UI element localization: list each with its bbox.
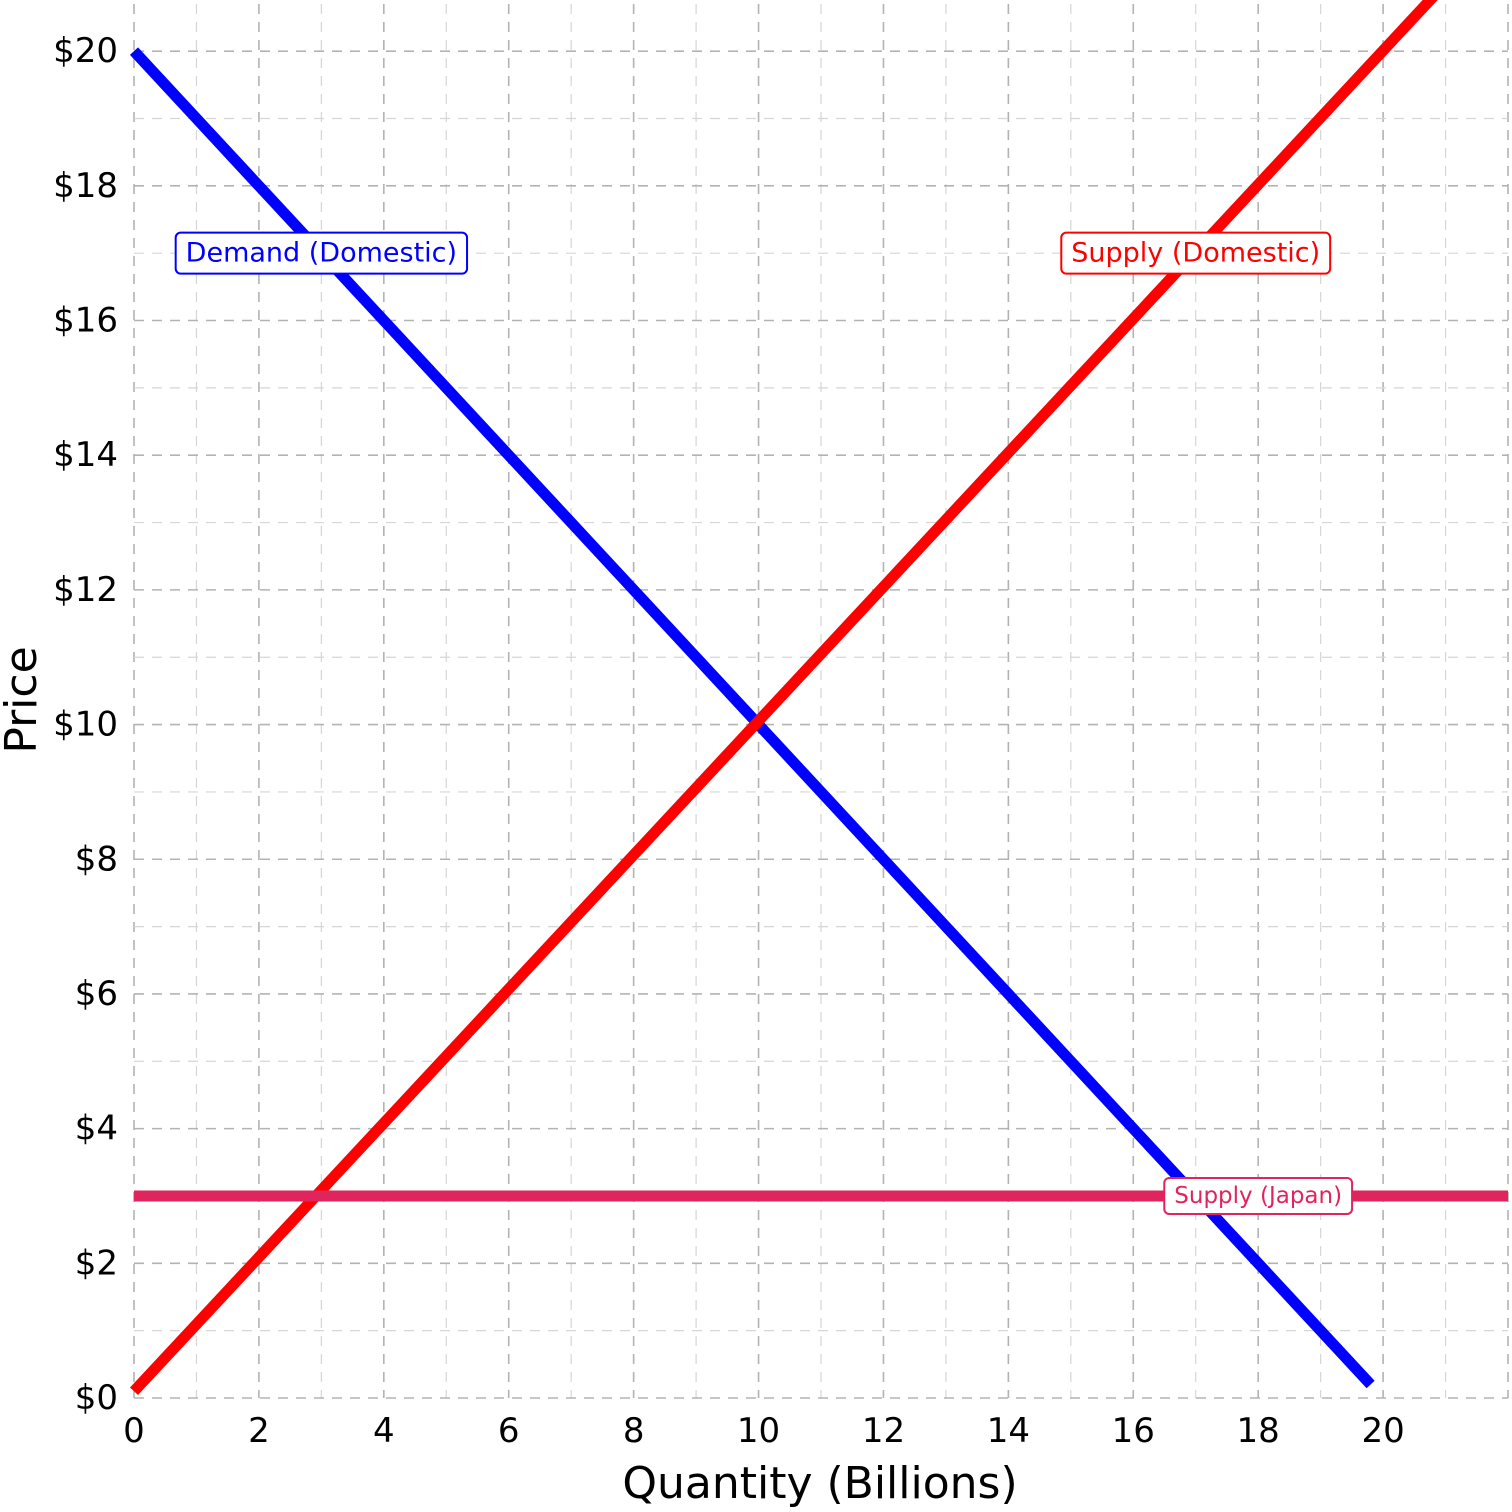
y-tick-label: $16 <box>53 301 118 341</box>
series-label-0: Demand (Domestic) <box>174 231 469 275</box>
series-label-1: Supply (Domestic) <box>1060 231 1332 275</box>
x-axis-title: Quantity (Billions) <box>622 1458 1017 1509</box>
series-label-box <box>1060 231 1332 275</box>
y-tick-label: $4 <box>75 1109 118 1149</box>
series-label-2: Supply (Japan) <box>1163 1176 1354 1215</box>
y-tick-label: $14 <box>53 435 118 475</box>
y-tick-label: $6 <box>75 974 118 1014</box>
y-tick-label: $0 <box>75 1378 118 1418</box>
y-axis-ticks: $0 $2 $4 $6 $8 $10 $12 $14 $16 $18 $20 <box>53 31 118 1418</box>
series-label-box <box>1163 1176 1354 1215</box>
x-tick-label: 2 <box>248 1411 270 1451</box>
series-label-box <box>174 231 469 275</box>
y-axis-title: Price <box>0 646 47 753</box>
x-tick-label: 0 <box>123 1411 145 1451</box>
x-tick-label: 16 <box>1112 1411 1155 1451</box>
series-line-1 <box>129 0 1438 1396</box>
x-tick-label: 4 <box>373 1411 395 1451</box>
x-tick-label: 10 <box>737 1411 780 1451</box>
series-label-text: Supply (Japan) <box>1174 1183 1342 1209</box>
x-tick-label: 18 <box>1237 1411 1280 1451</box>
series-label-text: Supply (Domestic) <box>1071 238 1320 269</box>
y-tick-label: $20 <box>53 31 118 71</box>
series-label-text: Demand (Domestic) <box>186 238 457 269</box>
x-tick-label: 12 <box>862 1411 905 1451</box>
grid <box>133 4 1509 1399</box>
x-tick-label: 6 <box>498 1411 520 1451</box>
y-tick-label: $2 <box>75 1243 118 1283</box>
x-tick-label: 14 <box>987 1411 1030 1451</box>
y-tick-label: $12 <box>53 570 118 610</box>
x-tick-label: 20 <box>1361 1411 1404 1451</box>
y-tick-label: $8 <box>75 839 118 879</box>
x-tick-label: 8 <box>623 1411 645 1451</box>
y-tick-label: $10 <box>53 705 118 745</box>
y-tick-label: $18 <box>53 166 118 206</box>
series-labels: Demand (Domestic) Supply (Domestic) Supply… <box>174 231 1354 1215</box>
x-axis-ticks: 0 2 4 6 8 10 12 14 16 18 20 <box>123 1411 1405 1451</box>
